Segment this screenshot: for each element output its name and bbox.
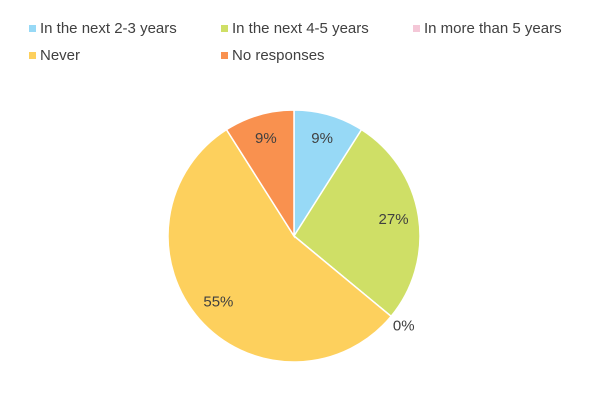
pie-slice	[293, 128, 421, 318]
legend-marker	[221, 25, 228, 32]
data-label: 55%	[203, 294, 233, 311]
data-label: 9%	[311, 130, 333, 147]
legend-marker	[413, 25, 420, 32]
legend-label: In the next 2-3 years	[40, 20, 177, 37]
data-label: 0%	[393, 318, 415, 335]
legend-label: Never	[40, 47, 80, 64]
pie-slice	[167, 128, 393, 363]
legend-marker	[29, 25, 36, 32]
legend-marker	[221, 52, 228, 59]
pie-slice	[225, 109, 295, 239]
legend-marker	[29, 52, 36, 59]
data-label: 9%	[255, 130, 277, 147]
legend-label: In the next 4-5 years	[232, 20, 369, 37]
data-label: 27%	[379, 211, 409, 228]
legend-label: In more than 5 years	[424, 20, 562, 37]
legend-label: No responses	[232, 47, 325, 64]
